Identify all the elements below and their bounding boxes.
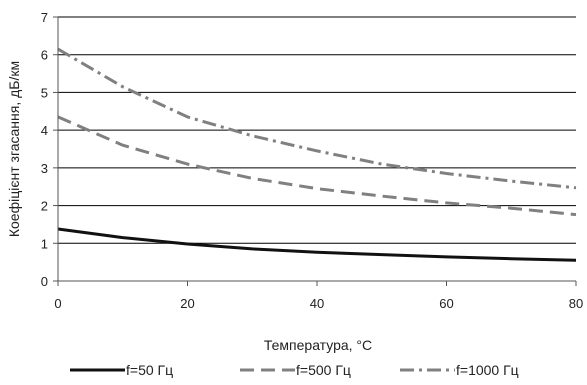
y-tick-label: 0 [41,274,48,289]
x-axis-title: Температура, °C [264,337,372,353]
series-lines [57,47,577,262]
legend-label-1: f=500 Гц [296,362,351,378]
y-tick-label: 6 [41,48,48,63]
y-tick-label: 1 [41,236,48,251]
legend-label-0: f=50 Гц [126,362,173,378]
series-line-2 [57,47,577,190]
x-tick-label: 40 [310,296,324,311]
x-tick-label: 20 [180,296,194,311]
x-tick-label: 80 [569,296,583,311]
y-tick-label: 3 [41,161,48,176]
series-line-1 [57,115,577,217]
legend: f=50 Гц f=500 Гц f=1000 Гц [70,362,519,378]
y-tick-label: 7 [41,10,48,25]
series-line-0 [57,227,577,262]
y-axis-title: Коефіцієнт згасання, дБ/км [6,61,22,237]
x-tick-label: 60 [439,296,453,311]
gridlines [58,16,576,244]
x-tick-labels: 0 20 40 60 80 [54,281,583,311]
x-tick-label: 0 [54,296,61,311]
y-tick-label: 4 [41,123,48,138]
legend-label-2: f=1000 Гц [456,362,519,378]
y-tick-label: 5 [41,85,48,100]
y-tick-labels: 0 1 2 3 4 5 6 7 [41,10,58,289]
y-tick-label: 2 [41,199,48,214]
